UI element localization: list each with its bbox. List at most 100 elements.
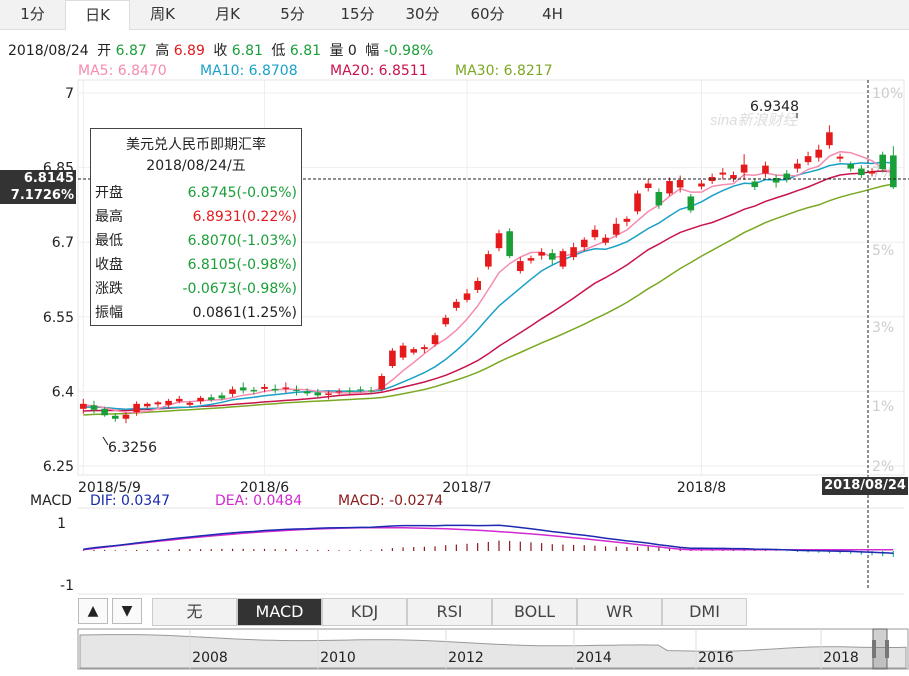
date-axis-labels: 2018/5/9 2018/6 2018/7 2018/8: [78, 480, 726, 496]
indicator-rsi[interactable]: RSI: [407, 598, 492, 626]
tooltip-label: 最低: [95, 233, 123, 249]
candle-body: [357, 389, 364, 391]
candle-body: [303, 391, 311, 394]
candle-body: [794, 163, 801, 169]
amp-value: -0.98%: [383, 43, 434, 59]
candle-body: [367, 390, 375, 392]
pct-axis-label: 10%: [872, 86, 903, 102]
tooltip-value: -0.0673(-0.98%): [182, 281, 298, 297]
candle-body: [879, 154, 886, 170]
candle-body: [389, 350, 396, 367]
candle-body: [538, 252, 545, 256]
candle-body: [229, 389, 236, 394]
candle-body: [474, 280, 481, 290]
candle-body: [101, 408, 108, 416]
candle-body: [772, 178, 780, 183]
candle-body: [133, 403, 140, 413]
macd-histogram: [82, 540, 894, 557]
vol-value: 0: [347, 43, 357, 59]
candle-body: [186, 402, 194, 405]
candle-body: [687, 196, 695, 211]
tooltip-label: 开盘: [95, 185, 123, 201]
macd-dif-line: [83, 524, 894, 554]
date-axis-label: 2018/6: [240, 480, 289, 496]
tooltip-value: 6.8745(-0.05%): [187, 185, 297, 201]
candle-body: [548, 253, 556, 260]
crosshair-date-box: 2018/08/24: [822, 477, 908, 495]
candle-body: [154, 402, 162, 405]
date-axis-label: 2018/5/9: [78, 480, 141, 496]
low-annotation: 6.3256: [108, 440, 157, 456]
indicator-kdj[interactable]: KDJ: [322, 598, 407, 626]
macd-lines: [83, 524, 894, 554]
navigator-handle-right[interactable]: [885, 640, 889, 658]
candle-body: [612, 223, 620, 235]
tab-daily-k[interactable]: 日K: [65, 0, 130, 30]
indicator-macd[interactable]: MACD: [237, 598, 322, 626]
candle-body: [506, 231, 513, 257]
tab-15min[interactable]: 15分: [340, 5, 375, 23]
candle-body: [868, 171, 876, 174]
pct-axis-label: 2%: [872, 459, 894, 475]
indicator-wr[interactable]: WR: [577, 598, 662, 626]
candle-body: [271, 388, 279, 391]
tooltip-title: 美元兑人民币即期汇率: [126, 137, 266, 153]
candle-body: [90, 405, 98, 410]
indicator-none[interactable]: 无: [152, 598, 237, 626]
tooltip-label: 涨跌: [95, 281, 123, 297]
scroll-down-button[interactable]: ▼: [112, 598, 142, 624]
candle-body: [495, 233, 503, 249]
tooltip-value: 6.8070(-1.03%): [187, 233, 297, 249]
candle-body: [751, 181, 759, 187]
macd-y-bottom: -1: [60, 578, 74, 594]
amp-label: 幅: [365, 43, 380, 59]
date-axis-label: 2018/7: [442, 480, 491, 496]
candle-body: [453, 301, 460, 308]
close-label: 收: [213, 43, 228, 59]
navigator-handle-left[interactable]: [872, 640, 876, 658]
indicator-boll[interactable]: BOLL: [492, 598, 577, 626]
pct-axis-label: 3%: [872, 320, 894, 336]
candle-body: [122, 414, 130, 419]
tab-30min[interactable]: 30分: [405, 5, 440, 23]
candle-body: [335, 391, 343, 393]
indicator-dmi[interactable]: DMI: [662, 598, 747, 626]
candle-body: [314, 392, 322, 396]
tab-5min[interactable]: 5分: [280, 5, 305, 23]
candle-body: [783, 173, 791, 180]
price-axis-labels: 76.856.76.556.46.25: [43, 86, 74, 475]
candle-body: [378, 375, 386, 390]
tooltip-row-amplitude: 振幅 0.0861(1.25%): [95, 301, 299, 325]
candle-body: [623, 218, 631, 222]
close-value: 6.81: [231, 43, 263, 59]
crosshair-price: 6.8145: [23, 171, 74, 186]
tooltip-label: 最高: [95, 209, 123, 225]
tab-4h[interactable]: 4H: [542, 5, 563, 23]
scroll-up-button[interactable]: ▲: [78, 598, 108, 624]
tab-1min[interactable]: 1分: [20, 5, 45, 23]
tab-monthly-k[interactable]: 月K: [215, 5, 240, 23]
candle-body: [890, 155, 897, 188]
pct-axis-label: 5%: [872, 243, 894, 259]
candle-body: [80, 403, 87, 409]
open-value: 6.87: [115, 43, 147, 59]
navigator-year-label: 2010: [320, 650, 356, 666]
ma5-line: [83, 150, 894, 414]
period-tabs: 1分 日K 周K 月K 5分 15分 30分 60分 4H: [0, 0, 909, 30]
candle-body: [804, 156, 812, 163]
low-annotation-tick: [102, 436, 109, 446]
tab-60min[interactable]: 60分: [470, 5, 505, 23]
macd-dea-legend: DEA: 0.0484: [215, 493, 303, 509]
candle-body: [325, 393, 332, 395]
candle-body: [399, 345, 407, 358]
ma30-line: [83, 183, 894, 416]
macd-value-legend: MACD: -0.0274: [338, 493, 444, 509]
candle-body: [239, 387, 247, 391]
ma20-line: [83, 170, 894, 412]
price-axis-label: 6.25: [43, 459, 74, 475]
tab-weekly-k[interactable]: 周K: [150, 5, 175, 23]
low-label: 低: [271, 43, 286, 59]
open-label: 开: [97, 43, 112, 59]
